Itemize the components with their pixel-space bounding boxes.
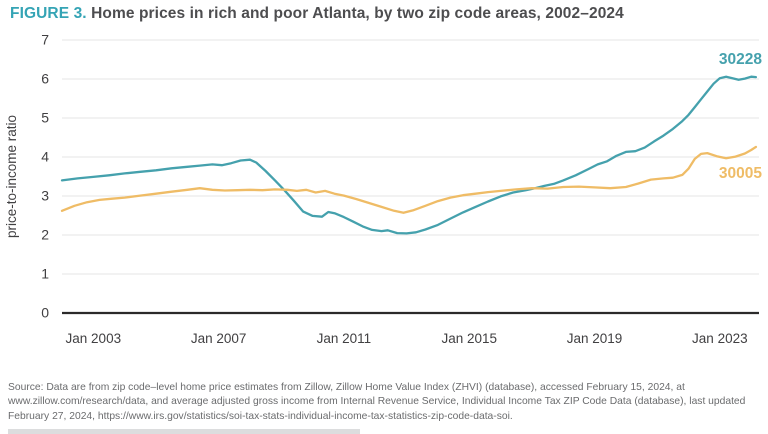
series-label-30228: 30228 [719, 51, 762, 68]
figure-number-label: FIGURE 3. [10, 5, 87, 22]
series-line-30005 [60, 145, 758, 214]
y-tick-label-0: 0 [41, 305, 49, 321]
x-tick-label-2023: Jan 2023 [692, 331, 748, 346]
series-line-30228 [60, 75, 758, 235]
x-tick-label-2019: Jan 2019 [567, 331, 623, 346]
y-tick-label-1: 1 [41, 266, 49, 282]
y-axis-title: price-to-income ratio [4, 115, 19, 238]
figure-title: FIGURE 3. Home prices in rich and poor A… [10, 5, 758, 23]
line-chart: 0 1 2 3 4 5 6 7 Jan 2003 Jan 2007 Jan 2011 Jan 2015… [4, 32, 762, 347]
y-tick-label-3: 3 [41, 188, 49, 204]
x-tick-label-2007: Jan 2007 [191, 331, 247, 346]
x-tick-label-2015: Jan 2015 [441, 331, 497, 346]
y-tick-label-7: 7 [41, 32, 49, 48]
bottom-partial-bar [8, 429, 360, 434]
y-tick-label-5: 5 [41, 110, 49, 126]
series-label-30005: 30005 [719, 165, 762, 182]
figure-title-text: Home prices in rich and poor Atlanta, by… [86, 5, 624, 22]
y-tick-label-6: 6 [41, 71, 49, 87]
x-tick-label-2003: Jan 2003 [66, 331, 122, 346]
y-tick-label-4: 4 [41, 149, 49, 165]
x-tick-label-2011: Jan 2011 [317, 331, 372, 346]
source-note: Source: Data are from zip code–level hom… [8, 382, 746, 422]
y-tick-label-2: 2 [41, 227, 49, 243]
